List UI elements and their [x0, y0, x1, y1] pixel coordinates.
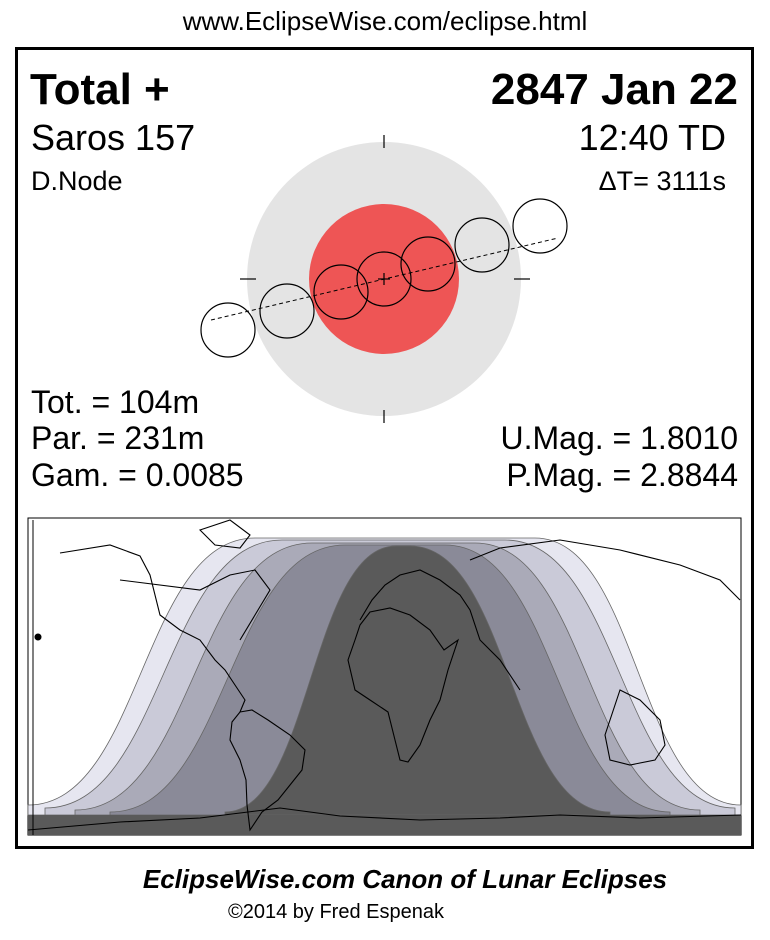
footer-copyright: ©2014 by Fred Espenak: [228, 901, 444, 923]
gamma-value: Gam. = 0.0085: [31, 457, 244, 493]
partial-duration: Par. = 231m: [31, 420, 205, 456]
moon-position: [200, 302, 256, 358]
moon-position: [313, 264, 369, 320]
moon-position: [356, 251, 412, 307]
totality-duration: Tot. = 104m: [31, 384, 200, 420]
moon-position: [454, 217, 510, 273]
node-label: D.Node: [31, 166, 123, 196]
saros-number: Saros 157: [31, 117, 196, 158]
visibility-map: [27, 517, 742, 836]
visibility-band: [224, 545, 611, 816]
moon-position: [400, 236, 456, 292]
umbral-magnitude: U.Mag. = 1.8010: [500, 420, 738, 456]
shadow-diagram: [200, 135, 568, 423]
source-url: www.EclipseWise.com/eclipse.html: [182, 6, 588, 36]
moon-position: [259, 283, 315, 339]
map-south-strip: [28, 815, 741, 835]
eclipse-type: Total +: [30, 65, 170, 114]
coastlines: [27, 519, 742, 832]
footer-title: EclipseWise.com Canon of Lunar Eclipses: [142, 864, 668, 894]
delta-t: ΔT= 3111s: [598, 166, 726, 196]
eclipse-time: 12:40 TD: [578, 117, 726, 158]
eclipse-figure-frame: [15, 47, 754, 849]
penumbral-magnitude: P.Mag. = 2.8844: [506, 457, 738, 493]
eclipse-date: 2847 Jan 22: [490, 65, 738, 114]
moon-position: [512, 198, 568, 254]
moon-path-line: [210, 237, 559, 321]
moon-position-marker: [34, 633, 42, 641]
